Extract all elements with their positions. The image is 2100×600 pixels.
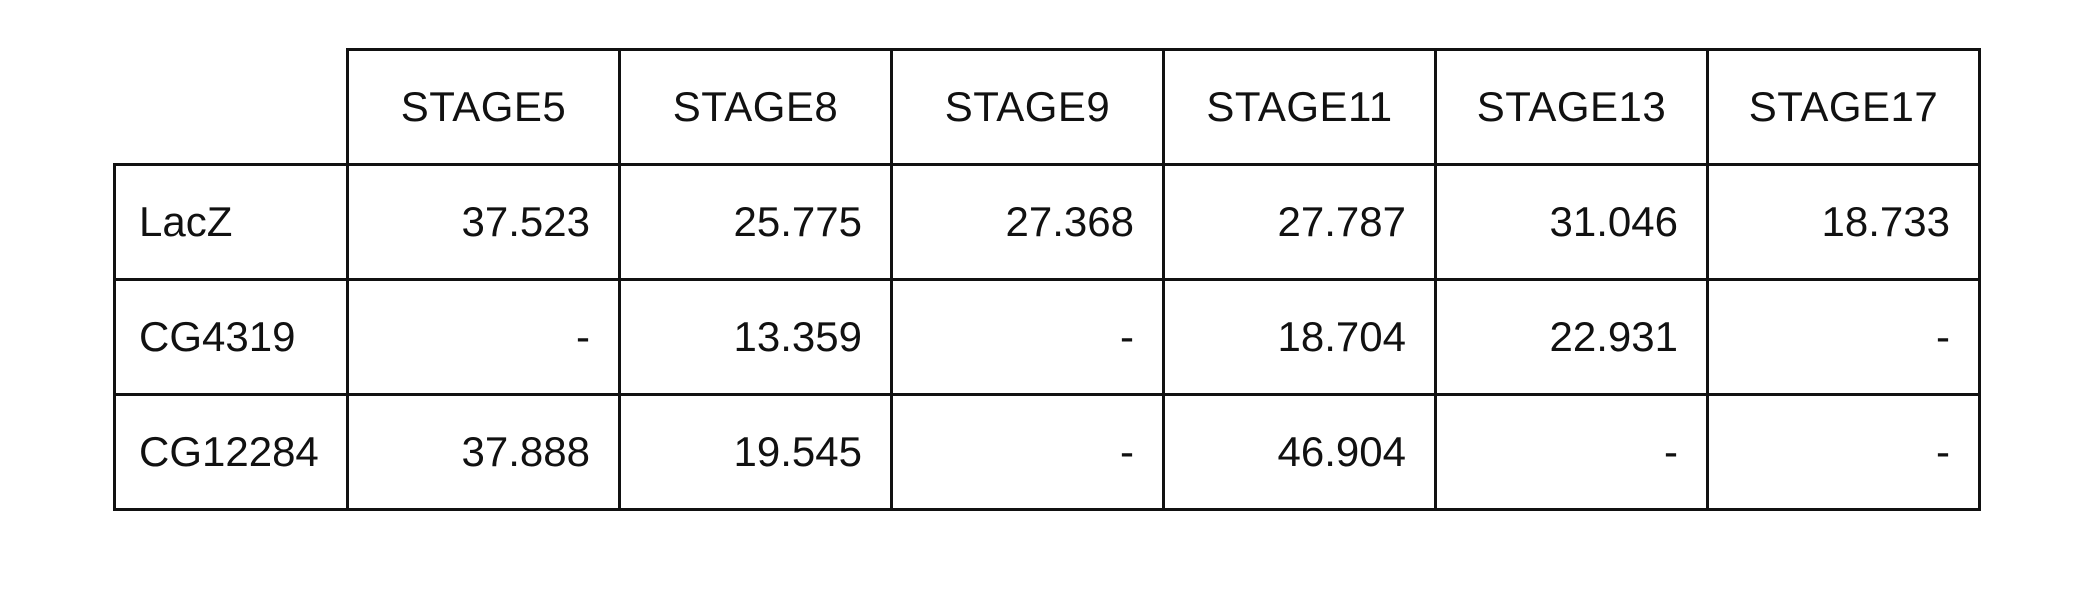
expression-table: STAGE5 STAGE8 STAGE9 STAGE11 STAGE13 STA…	[113, 48, 1981, 511]
value-cell: 31.046	[1434, 163, 1709, 281]
table-row: LacZ 37.523 25.775 27.368 27.787 31.046 …	[113, 163, 1981, 281]
column-header-stage13: STAGE13	[1434, 48, 1709, 166]
value-cell: -	[1434, 393, 1709, 511]
column-header-stage11: STAGE11	[1162, 48, 1437, 166]
value-cell: 18.704	[1162, 278, 1437, 396]
value-cell: 37.888	[346, 393, 621, 511]
table-header: STAGE5 STAGE8 STAGE9 STAGE11 STAGE13 STA…	[114, 48, 1981, 166]
value-cell: 27.787	[1162, 163, 1437, 281]
value-cell: 27.368	[890, 163, 1165, 281]
column-header-stage5: STAGE5	[346, 48, 621, 166]
value-cell: -	[890, 393, 1165, 511]
value-cell: 19.545	[618, 393, 893, 511]
row-label: LacZ	[113, 163, 349, 281]
table-row: CG12284 37.888 19.545 - 46.904 - -	[113, 393, 1981, 511]
corner-cell	[114, 49, 349, 166]
value-cell: 37.523	[346, 163, 621, 281]
header-row: STAGE5 STAGE8 STAGE9 STAGE11 STAGE13 STA…	[114, 48, 1981, 166]
value-cell: 25.775	[618, 163, 893, 281]
table-row: CG4319 - 13.359 - 18.704 22.931 -	[113, 278, 1981, 396]
value-cell: 46.904	[1162, 393, 1437, 511]
column-header-stage9: STAGE9	[890, 48, 1165, 166]
value-cell: 18.733	[1706, 163, 1981, 281]
value-cell: 22.931	[1434, 278, 1709, 396]
value-cell: -	[346, 278, 621, 396]
table-body: LacZ 37.523 25.775 27.368 27.787 31.046 …	[113, 163, 1981, 511]
value-cell: -	[890, 278, 1165, 396]
value-cell: -	[1706, 278, 1981, 396]
row-label: CG4319	[113, 278, 349, 396]
value-cell: 13.359	[618, 278, 893, 396]
value-cell: -	[1706, 393, 1981, 511]
column-header-stage17: STAGE17	[1706, 48, 1981, 166]
column-header-stage8: STAGE8	[618, 48, 893, 166]
row-label: CG12284	[113, 393, 349, 511]
